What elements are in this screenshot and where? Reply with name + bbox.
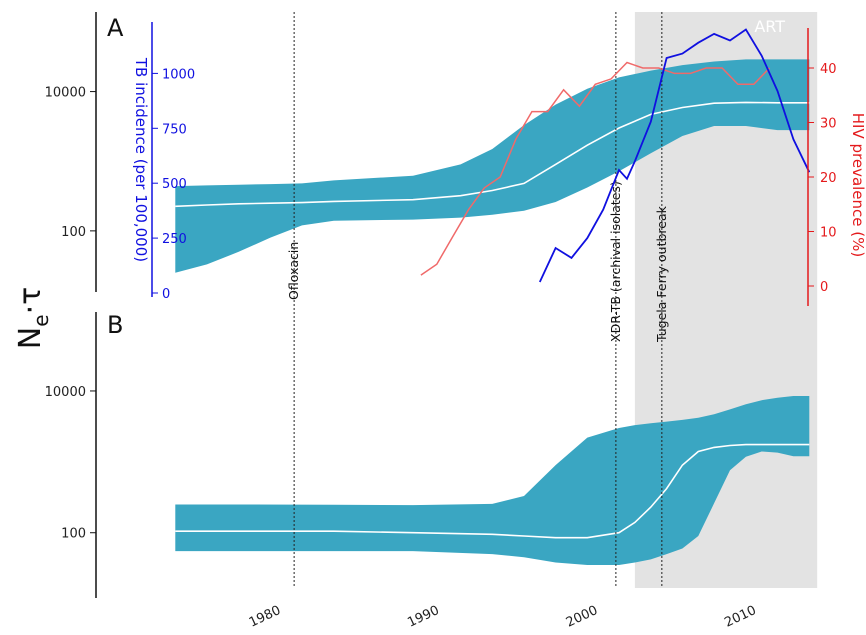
tb-incidence-line — [538, 28, 811, 283]
ne-tau-rest: ·τ — [13, 287, 48, 315]
tb-axis-tick-label: 0 — [162, 287, 170, 302]
hiv-axis-tick-label: 20 — [820, 171, 837, 186]
art-label: ART — [754, 17, 785, 36]
panel-a-credible-band — [175, 59, 810, 273]
panel-a — [175, 59, 810, 273]
panel-b-label: B — [107, 311, 123, 339]
tb-axis-tick-label: 500 — [162, 177, 187, 192]
event-lines: Ofloxacin XDR-TB (archival isolates) Tugel… — [286, 12, 669, 586]
ne-tau-sub: e — [29, 314, 53, 326]
hiv-axis-tick-label: 0 — [820, 280, 828, 295]
overlay-series — [420, 28, 811, 283]
panel-a-median-line — [175, 101, 810, 208]
ne-tau-main: N — [13, 327, 48, 349]
ne-tau-axis-label: Ne·τ — [13, 287, 53, 349]
tb-axis-tick-label: 750 — [162, 122, 187, 137]
tb-axis-label: TB incidence (per 100,000) — [132, 57, 150, 262]
hiv-prevalence-line — [420, 61, 771, 276]
panel-b-median-line — [175, 443, 810, 539]
x-tick-label: 2000 — [564, 603, 600, 631]
panel-a-y-tick-label: 10000 — [45, 86, 86, 101]
event-label-2: Tugela Ferry outbreak — [654, 205, 669, 343]
svg-text:Ne·τ: Ne·τ — [13, 287, 53, 349]
x-tick-label: 1980 — [247, 603, 283, 631]
x-tick-label: 1990 — [405, 603, 441, 631]
tb-axis-tick-label: 250 — [162, 232, 187, 247]
x-tick-label: 2010 — [722, 603, 758, 631]
panel-b — [175, 396, 810, 565]
panel-a-label: A — [107, 14, 124, 42]
event-label-1: XDR-TB (archival isolates) — [608, 181, 623, 342]
hiv-axis-tick-label: 30 — [820, 117, 837, 132]
hiv-axis-tick-label: 40 — [820, 62, 837, 77]
panel-a-y-tick-label: 100 — [61, 225, 86, 240]
event-label-0: Ofloxacin — [286, 242, 301, 300]
panel-b-y-tick-label: 10000 — [45, 385, 86, 400]
panel-b-credible-band — [175, 396, 810, 565]
hiv-axis-label: HIV prevalence (%) — [849, 113, 866, 258]
panel-b-y-tick-label: 100 — [61, 527, 86, 542]
tb-axis-tick-label: 1000 — [162, 67, 195, 82]
hiv-axis-tick-label: 10 — [820, 226, 837, 241]
